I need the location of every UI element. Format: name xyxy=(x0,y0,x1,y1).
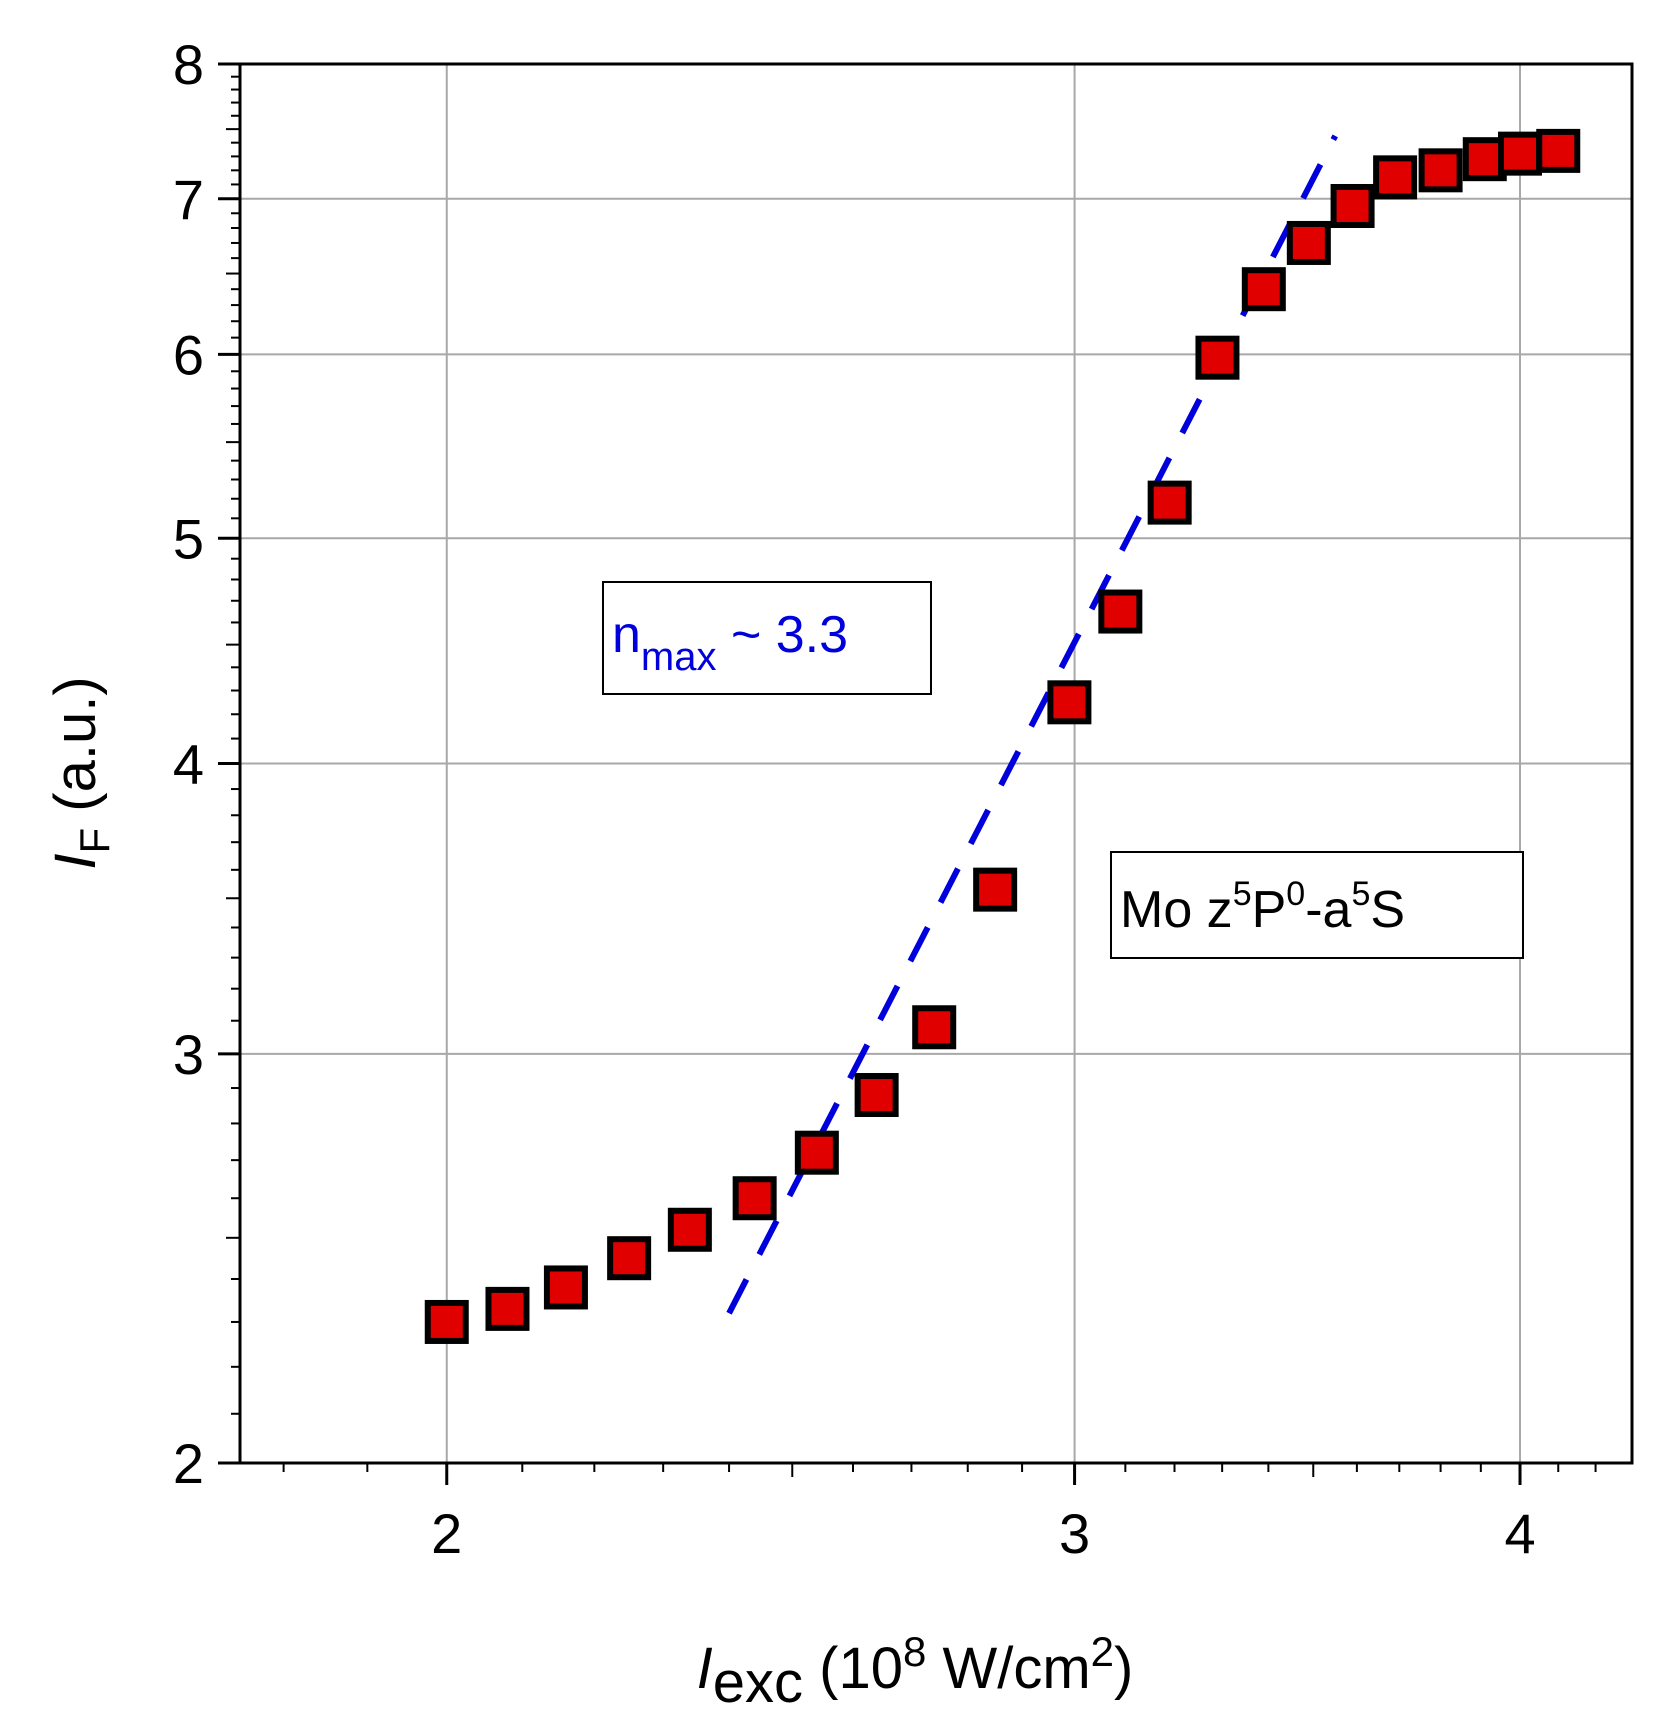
transition-annotation: Mo z5P0-a5S xyxy=(1110,851,1524,959)
y-axis-symbol: I xyxy=(43,854,108,870)
x-axis-title: Iexc (108 W/cm2) xyxy=(697,1628,1134,1715)
data-point xyxy=(1241,267,1286,312)
data-point xyxy=(912,1005,957,1050)
x-axis-units-exp: 8 xyxy=(903,1628,926,1675)
x-axis-symbol: I xyxy=(697,1636,713,1701)
data-markers xyxy=(424,128,1581,1344)
data-point xyxy=(794,1130,839,1175)
x-tick-label: 2 xyxy=(431,1502,462,1565)
data-point xyxy=(854,1073,899,1118)
data-point xyxy=(1098,589,1143,634)
data-point xyxy=(607,1236,652,1281)
transition-annotation-text: Mo z5P0-a5S xyxy=(1120,875,1405,939)
data-point xyxy=(1373,155,1418,200)
nmax-annotation-box xyxy=(602,581,932,695)
y-tick-label: 3 xyxy=(173,1023,204,1086)
transition-sup-3: 5 xyxy=(1351,875,1370,913)
data-point xyxy=(667,1207,712,1252)
data-point xyxy=(543,1265,588,1310)
data-point xyxy=(1462,137,1507,182)
transition-part-2: P xyxy=(1252,881,1287,939)
data-point xyxy=(973,867,1018,912)
transition-part-4: S xyxy=(1370,881,1405,939)
nmax-annotation-text: nmax ~ 3.3 xyxy=(612,606,848,679)
transition-part-3: -a xyxy=(1305,881,1351,939)
major-ticks xyxy=(218,62,1522,1485)
transition-annotation-box xyxy=(1110,851,1524,959)
x-axis-units-mid: W/cm xyxy=(926,1636,1090,1701)
minor-ticks xyxy=(226,75,1597,1477)
data-point xyxy=(424,1299,469,1344)
nmax-sub: max xyxy=(641,635,717,679)
x-axis-subscript: exc xyxy=(713,1650,803,1715)
data-point xyxy=(1330,183,1375,228)
x-tick-label: 3 xyxy=(1059,1502,1090,1565)
data-point xyxy=(1047,680,1092,725)
tick-labels: 2 3 4 5 6 7 8 2 3 4 xyxy=(173,33,1536,1565)
x-axis-units-suffix: ) xyxy=(1114,1636,1133,1701)
data-point xyxy=(732,1176,777,1221)
y-axis-units: (a.u.) xyxy=(43,676,108,828)
grid-lines xyxy=(240,64,1632,1463)
y-axis-subscript: F xyxy=(71,828,118,854)
x-axis-units-prefix: (10 xyxy=(803,1636,903,1701)
data-point xyxy=(1147,480,1192,525)
x-tick-label: 4 xyxy=(1504,1502,1535,1565)
transition-part-1: Mo z xyxy=(1120,881,1233,939)
nmax-annotation: nmax ~ 3.3 xyxy=(602,581,932,695)
data-point xyxy=(1418,148,1463,193)
data-point xyxy=(485,1286,530,1331)
y-tick-label: 2 xyxy=(173,1432,204,1495)
y-axis-title: IF (a.u.) xyxy=(43,676,118,869)
nmax-rest: ~ 3.3 xyxy=(717,606,849,664)
y-tick-label: 7 xyxy=(173,168,204,231)
data-point xyxy=(1498,131,1543,176)
data-point xyxy=(1195,335,1240,380)
transition-sup-1: 5 xyxy=(1233,875,1252,913)
y-tick-label: 4 xyxy=(173,733,204,796)
y-tick-label: 5 xyxy=(173,507,204,570)
fit-line xyxy=(726,134,1338,1315)
data-point xyxy=(1286,220,1331,265)
transition-sup-2: 0 xyxy=(1286,875,1305,913)
y-tick-label: 6 xyxy=(173,323,204,386)
x-axis-units-exp2: 2 xyxy=(1091,1628,1114,1675)
y-tick-label: 8 xyxy=(173,33,204,96)
nmax-base: n xyxy=(612,606,641,664)
data-point xyxy=(1536,128,1581,173)
